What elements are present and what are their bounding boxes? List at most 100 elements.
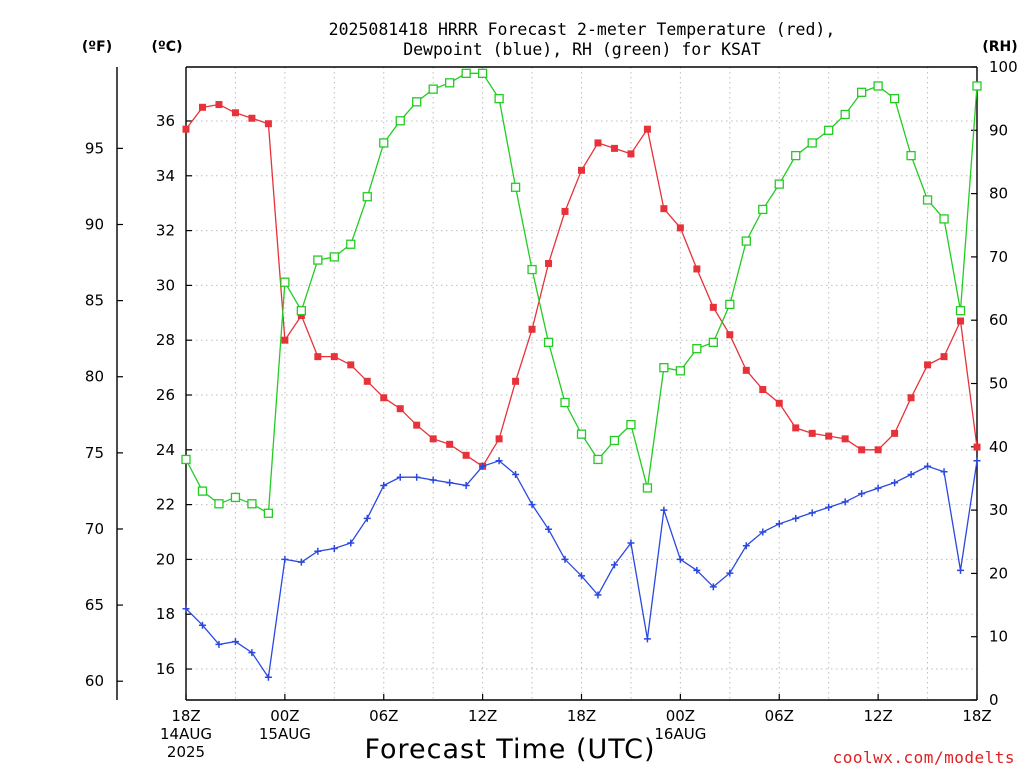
- rh-tick-label: 90: [989, 121, 1008, 139]
- rh-point: [955, 306, 966, 316]
- dewpoint-point: [512, 470, 520, 478]
- temperature-point: [578, 166, 585, 174]
- rh-point: [445, 78, 455, 88]
- rh-tick-label: 30: [989, 501, 1008, 519]
- rh-point: [922, 195, 933, 205]
- dewpoint-point: [215, 640, 223, 648]
- celsius-tick-label: 36: [156, 112, 175, 130]
- x-tick-label: 16AUG: [654, 725, 706, 743]
- celsius-unit-label: (ºC): [152, 39, 183, 55]
- dewpoint-point: [281, 555, 289, 563]
- rh-point: [510, 182, 521, 192]
- celsius-tick-label: 16: [156, 660, 175, 678]
- dewpoint-point: [314, 547, 322, 555]
- temperature-point: [825, 432, 833, 440]
- fahrenheit-tick-label: 75: [85, 444, 104, 462]
- x-tick-label: 06Z: [765, 707, 794, 725]
- rh-tick-label: 80: [989, 185, 1008, 203]
- dewpoint-point: [825, 503, 833, 511]
- rh-point: [560, 397, 570, 408]
- temperature-point: [726, 331, 734, 339]
- rh-point: [477, 68, 488, 78]
- dewpoint-point: [429, 476, 437, 484]
- temperature-point: [347, 361, 355, 369]
- dewpoint-point: [363, 514, 371, 522]
- celsius-tick-label: 34: [156, 167, 175, 185]
- temperature-point: [561, 207, 569, 215]
- temperature-point: [973, 443, 981, 451]
- fahrenheit-tick-label: 70: [85, 520, 104, 538]
- dewpoint-point: [792, 514, 800, 522]
- rh-point: [692, 344, 702, 354]
- rh-point: [824, 125, 834, 135]
- temperature-point: [742, 366, 750, 374]
- temperature-point: [462, 451, 470, 459]
- rh-point: [642, 483, 653, 493]
- rh-point: [494, 94, 504, 104]
- dewpoint-point: [924, 462, 932, 470]
- temperature-point: [792, 424, 800, 432]
- temperature-point: [495, 435, 503, 443]
- temperature-point: [775, 399, 783, 407]
- rh-point: [593, 454, 603, 465]
- temperature-point: [874, 446, 882, 454]
- temperature-point: [198, 103, 206, 111]
- rh-point: [576, 429, 587, 439]
- rh-tick-label: 40: [989, 438, 1008, 456]
- celsius-tick-label: 18: [156, 605, 175, 623]
- dewpoint-point: [264, 673, 272, 681]
- rh-point: [428, 84, 438, 94]
- rh-point: [791, 150, 801, 161]
- dewpoint-point: [528, 501, 536, 509]
- temperature-point: [446, 440, 454, 448]
- rh-point: [626, 419, 636, 430]
- fahrenheit-tick-label: 80: [85, 368, 104, 386]
- temperature-point: [215, 101, 223, 109]
- rh-point: [708, 337, 718, 348]
- temperature-point: [363, 377, 371, 385]
- rh-point: [889, 94, 900, 104]
- dewpoint-point: [561, 555, 569, 563]
- x-tick-label: 12Z: [863, 707, 892, 725]
- dewpoint-point: [330, 544, 338, 552]
- rh-point: [527, 264, 537, 275]
- temperature-point: [182, 125, 190, 133]
- temperature-point: [891, 429, 899, 437]
- temperature-point: [396, 405, 404, 413]
- rh-point: [461, 68, 471, 78]
- dewpoint-point: [874, 484, 882, 492]
- dewpoint-point: [479, 462, 487, 470]
- temperature-point: [808, 429, 816, 437]
- dewpoint-point: [495, 457, 503, 465]
- dewpoint-point: [709, 583, 717, 591]
- x-tick-label: 12Z: [468, 707, 497, 725]
- dewpoint-point: [907, 470, 915, 478]
- temperature-point: [940, 353, 948, 361]
- rh-point: [247, 499, 257, 509]
- rh-tick-label: 50: [989, 375, 1008, 393]
- chart-title-line-2: Dewpoint (blue), RH (green) for KSAT: [403, 40, 761, 59]
- grid-lines: [186, 67, 977, 700]
- dewpoint-point: [594, 591, 602, 599]
- temperature-point: [676, 224, 684, 232]
- rh-point: [362, 192, 372, 202]
- temperature-point: [907, 394, 915, 402]
- credit-text: coolwx.com/modelts: [833, 748, 1015, 767]
- dewpoint-point: [726, 569, 734, 577]
- x-tick-label: 18Z: [567, 707, 596, 725]
- rh-tick-label: 70: [989, 248, 1008, 266]
- dewpoint-point: [759, 528, 767, 536]
- rh-point: [609, 435, 620, 446]
- dewpoint-point: [231, 638, 239, 646]
- fahrenheit-tick-label: 90: [85, 216, 104, 234]
- rh-point: [181, 454, 191, 465]
- temperature-point: [330, 353, 338, 361]
- x-tick-label: 18Z: [171, 707, 200, 725]
- dewpoint-point: [891, 479, 899, 487]
- temperature-point: [231, 109, 239, 117]
- rh-tick-label: 60: [989, 311, 1008, 329]
- temperature-point: [429, 435, 437, 443]
- temperature-point: [264, 120, 272, 128]
- dewpoint-point: [693, 566, 701, 574]
- rh-point: [543, 337, 554, 348]
